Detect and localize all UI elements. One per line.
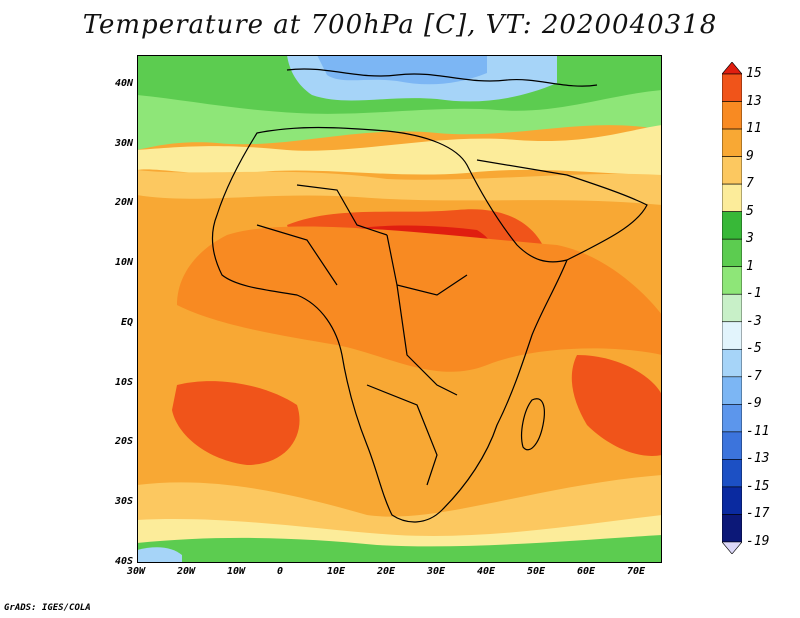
border-line-1 <box>296 184 388 236</box>
lon-tick-label: 60E <box>577 566 596 577</box>
colorbar-level-label: -11 <box>746 423 770 439</box>
colorbar-cell <box>722 348 742 378</box>
field-north-lightblue <box>317 55 487 85</box>
colorbar-cell <box>722 73 742 102</box>
field-blue-sw <box>137 547 182 563</box>
lon-tick-label: 20W <box>177 566 196 577</box>
colorbar-level-label: 7 <box>746 176 754 192</box>
colorbar-cell <box>722 62 742 75</box>
lon-tick-label: 30E <box>427 566 446 577</box>
lon-tick-label: 70E <box>627 566 646 577</box>
lon-tick-label: 10E <box>327 566 346 577</box>
colorbar-level-label: 5 <box>746 203 754 219</box>
colorbar-level-label: 11 <box>746 121 762 137</box>
map-border <box>137 55 662 563</box>
field-warm-central <box>177 226 662 372</box>
colorbar-cell <box>722 128 742 157</box>
lat-tick-label: 20S <box>114 436 133 448</box>
lon-tick-label: 40E <box>477 566 496 577</box>
colorbar-cell <box>722 431 742 460</box>
colorbar-cell <box>722 459 742 488</box>
colorbar-level-label: -1 <box>746 286 762 302</box>
field-yellow-north <box>137 125 662 175</box>
lat-tick-label: 40S <box>114 556 133 567</box>
europe-coast <box>286 68 598 87</box>
colorbar-cell <box>722 404 742 433</box>
lat-tick-label: 40N <box>114 77 133 89</box>
colorbar-level-label: -19 <box>746 534 770 549</box>
colorbar-cell <box>722 514 742 543</box>
colorbar-cell <box>722 266 742 295</box>
colorbar-level-label: 13 <box>746 93 762 109</box>
colorbar-level-label: -13 <box>746 451 770 467</box>
colorbar-level-label: 15 <box>746 66 762 81</box>
colorbar-level-label: 1 <box>746 258 754 274</box>
colorbar-level-label: -7 <box>746 368 762 384</box>
field-hot-se <box>571 355 662 456</box>
software-credit: GrADS: IGES/COLA <box>4 603 91 613</box>
field-green-south <box>137 535 662 563</box>
border-line-5 <box>256 224 338 286</box>
africa-coastline <box>211 126 568 523</box>
colorbar-cell <box>722 376 742 405</box>
colorbar-cell <box>722 321 742 350</box>
arabia-coastline <box>476 159 648 261</box>
colorbar-cell <box>722 211 742 240</box>
lat-tick-label: 10N <box>114 257 133 269</box>
border-line-4 <box>366 384 438 486</box>
lat-tick-label: EQ <box>120 316 133 328</box>
colorbar-level-label: 3 <box>746 231 754 247</box>
field-hot-sw <box>172 381 300 465</box>
colorbar-cell <box>722 486 742 515</box>
map-title: Temperature at 700hPa [C], VT: 202004031… <box>82 10 718 40</box>
colorbar-level-label: -3 <box>746 313 762 329</box>
border-line-3 <box>396 284 458 396</box>
lat-tick-label: 30N <box>114 137 133 149</box>
lon-tick-label: 30W <box>127 566 146 577</box>
lat-tick-label: 20N <box>114 197 133 209</box>
field-light-orange-north <box>137 170 662 205</box>
colorbar <box>722 62 742 554</box>
lon-tick-label: 20E <box>377 566 396 577</box>
coastlines <box>211 68 648 523</box>
madagascar-coastline <box>520 398 545 451</box>
colorbar-cell <box>722 238 742 268</box>
lat-tick-label: 30S <box>114 496 133 508</box>
colorbar-level-label: -15 <box>746 478 770 494</box>
temperature-map <box>137 55 662 563</box>
colorbar-cell <box>722 156 742 185</box>
colorbar-cell <box>722 541 742 554</box>
colorbar-level-label: -5 <box>746 341 762 357</box>
colorbar-cell <box>722 293 742 323</box>
border-line-2 <box>386 234 468 296</box>
colorbar-cell <box>722 101 742 130</box>
colorbar-level-label: 9 <box>746 148 754 164</box>
lon-tick-label: 0 <box>277 566 284 577</box>
colorbar-cell <box>722 183 742 212</box>
colorbar-level-label: -17 <box>746 506 770 522</box>
colorbar-level-label: -9 <box>746 396 762 412</box>
lon-tick-label: 50E <box>527 566 546 577</box>
lat-tick-label: 10S <box>114 376 133 388</box>
lon-tick-label: 10W <box>227 566 246 577</box>
